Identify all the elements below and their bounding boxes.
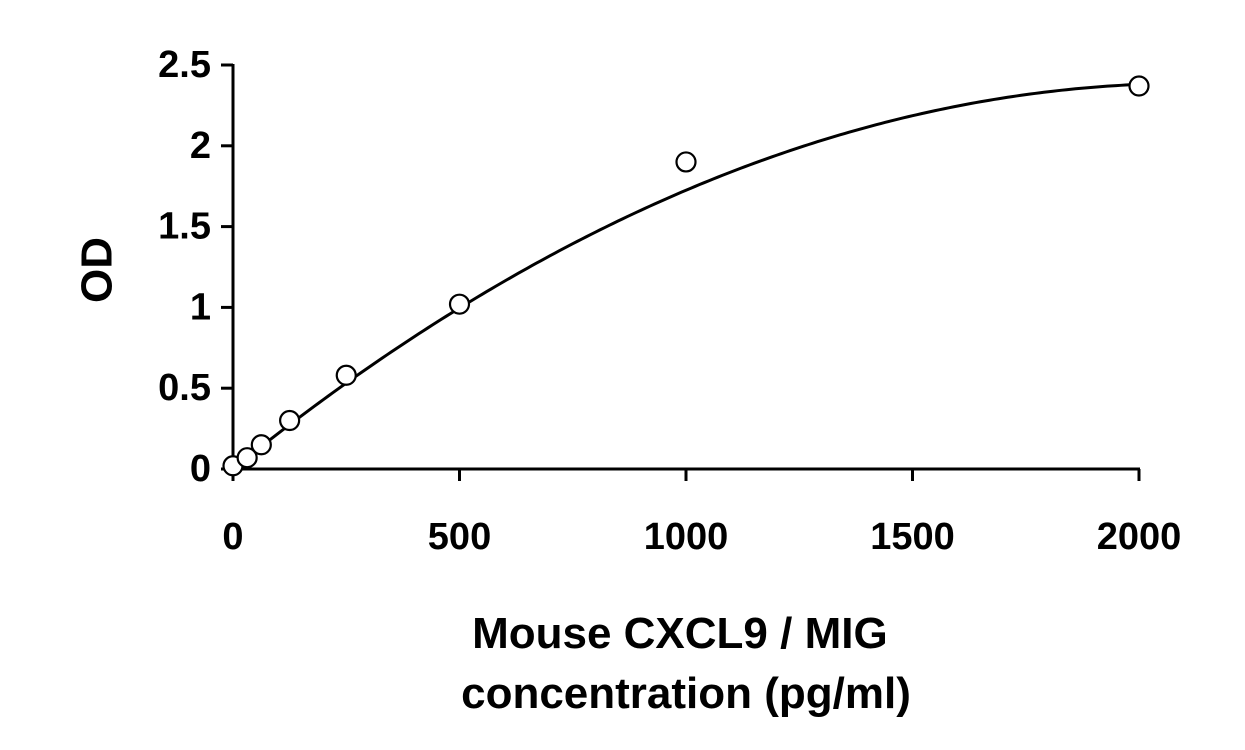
x-axis-title-line-2: concentration (pg/ml) — [461, 669, 911, 718]
x-tick-label: 2000 — [1097, 516, 1182, 558]
y-tick-label: 2 — [190, 125, 211, 167]
x-ticks: 0 500 1000 1500 2000 — [222, 469, 1181, 558]
data-point — [279, 409, 301, 432]
fit-curve — [232, 82, 1140, 471]
data-point — [1128, 75, 1150, 97]
x-axis-title-line-1: Mouse CXCL9 / MIG — [472, 609, 888, 658]
data-point — [335, 364, 357, 386]
y-tick-label: 0 — [190, 448, 211, 490]
x-tick-label: 500 — [428, 516, 491, 558]
y-tick-label: 0.5 — [158, 367, 211, 409]
x-tick-label: 0 — [222, 516, 243, 558]
y-tick-label: 1 — [190, 286, 211, 328]
x-axis-title: Mouse CXCL9 / MIG concentration (pg/ml) — [461, 609, 911, 718]
x-tick-label: 1000 — [644, 516, 729, 558]
data-point — [236, 447, 258, 469]
axes — [231, 64, 1140, 471]
y-tick-label: 1.5 — [158, 206, 211, 248]
data-points — [222, 75, 1150, 477]
y-ticks: 0 0.5 1 1.5 2 2.5 — [158, 44, 233, 490]
y-axis-title: OD — [73, 237, 122, 303]
x-tick-label: 1500 — [870, 516, 955, 558]
data-point — [250, 434, 272, 456]
data-point — [448, 293, 471, 315]
y-tick-label: 2.5 — [158, 44, 211, 86]
data-point — [675, 151, 697, 173]
